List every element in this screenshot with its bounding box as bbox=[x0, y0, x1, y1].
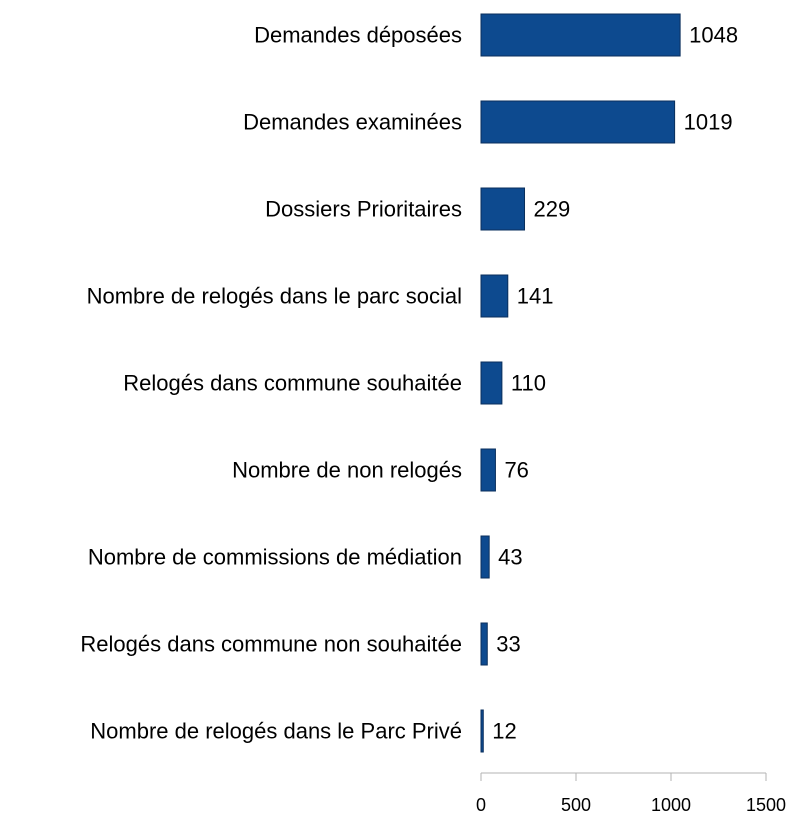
category-labels-group: Demandes déposées Demandes examinées Dossi… bbox=[80, 23, 462, 744]
bar bbox=[480, 622, 488, 666]
bar bbox=[480, 187, 526, 231]
category-label: Nombre de commissions de médiation bbox=[88, 545, 462, 570]
value-label: 43 bbox=[498, 545, 522, 570]
category-label: Relogés dans commune souhaitée bbox=[123, 371, 462, 396]
x-tick-label: 500 bbox=[561, 795, 591, 815]
bar bbox=[480, 274, 509, 318]
x-tick-label: 1000 bbox=[651, 795, 691, 815]
category-label: Relogés dans commune non souhaitée bbox=[80, 632, 462, 657]
bars-group bbox=[480, 13, 681, 753]
bar bbox=[480, 361, 503, 405]
bar bbox=[480, 448, 496, 492]
value-label: 110 bbox=[511, 371, 546, 396]
bar bbox=[480, 709, 484, 753]
category-label: Demandes déposées bbox=[254, 23, 462, 48]
value-label: 1019 bbox=[684, 110, 733, 135]
x-axis: 0 500 1000 1500 bbox=[476, 772, 786, 815]
value-label: 1048 bbox=[689, 23, 738, 48]
x-tick-label: 1500 bbox=[746, 795, 786, 815]
category-label: Dossiers Prioritaires bbox=[265, 197, 462, 222]
category-label: Nombre de relogés dans le parc social bbox=[87, 284, 462, 309]
value-label: 33 bbox=[496, 632, 520, 657]
category-label: Nombre de non relogés bbox=[232, 458, 462, 483]
category-label: Demandes examinées bbox=[243, 110, 462, 135]
value-label: 229 bbox=[534, 197, 571, 222]
value-label: 12 bbox=[492, 719, 516, 744]
x-tick-label: 0 bbox=[476, 795, 486, 815]
value-label: 76 bbox=[504, 458, 528, 483]
bar bbox=[480, 535, 490, 579]
value-label: 141 bbox=[517, 284, 554, 309]
bar bbox=[480, 100, 676, 144]
value-labels-group: 1048 1019 229 141 110 76 43 33 12 bbox=[492, 23, 738, 744]
bar bbox=[480, 13, 681, 57]
category-label: Nombre de relogés dans le Parc Privé bbox=[90, 719, 462, 744]
